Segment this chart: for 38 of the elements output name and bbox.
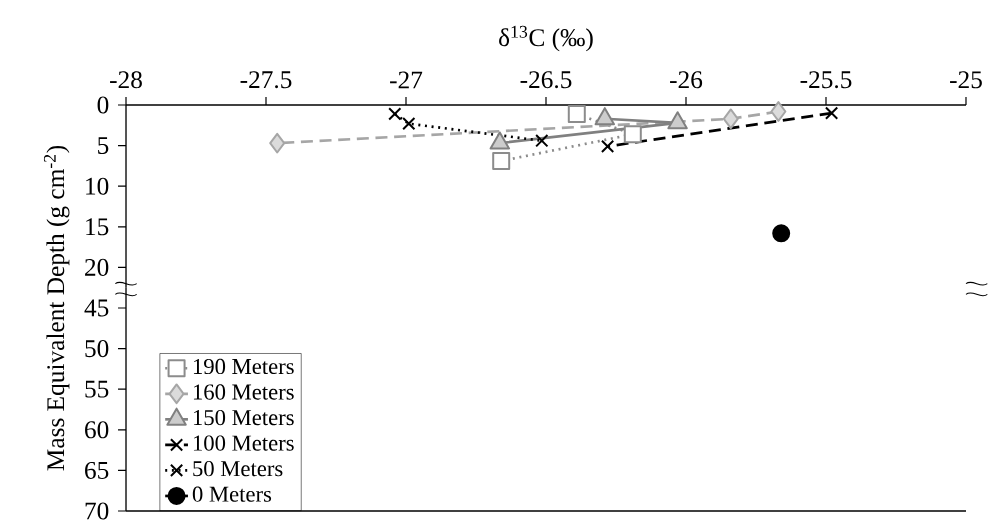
x-tick-label: -27 — [390, 71, 423, 89]
legend-label: 0 Meters — [192, 486, 272, 502]
y-tick-label: 45 — [84, 299, 109, 317]
point — [567, 104, 586, 123]
point — [269, 132, 286, 154]
point — [623, 125, 642, 144]
y-tick-label: 15 — [86, 218, 109, 236]
y-tick-label: 70 — [85, 502, 109, 520]
y-tick-label: 65 — [85, 461, 109, 479]
y-tick-label: 20 — [85, 258, 109, 276]
y-tick-label: 5 — [98, 137, 109, 155]
point — [535, 134, 549, 148]
x-tick-label: -28 — [110, 71, 142, 89]
x-tick-label: -25 — [950, 71, 982, 89]
y-tick-label: 60 — [85, 421, 109, 439]
legend-label: 50 Meters — [193, 460, 283, 477]
y-tick-label: 55 — [85, 380, 109, 398]
point — [402, 117, 416, 131]
legend-label: 160 Meters — [193, 384, 294, 400]
x-tick-label: -25.5 — [800, 71, 852, 89]
y-tick-label: 50 — [85, 340, 109, 358]
y-tick-label: 10 — [86, 177, 109, 195]
y-tick-label: 0 — [97, 96, 109, 114]
x-tick-label: -27.5 — [240, 71, 292, 89]
point — [600, 139, 615, 154]
point — [772, 224, 791, 243]
x-tick-label: -26 — [670, 71, 703, 89]
point — [770, 101, 787, 122]
x-axis-title: δ$^{13}$C (‰) — [499, 25, 593, 52]
legend-label: 150 Meters — [193, 409, 294, 426]
point — [388, 107, 402, 121]
y-axis-title: Mass Equivalent Depth (g cm$^{-2}$) — [43, 145, 70, 471]
legend-label: 100 Meters — [193, 435, 294, 451]
point — [492, 152, 511, 171]
legend-label: 190 Meters — [193, 358, 294, 375]
point — [824, 106, 839, 120]
x-tick-label: -26.5 — [520, 71, 572, 89]
point — [722, 108, 739, 130]
